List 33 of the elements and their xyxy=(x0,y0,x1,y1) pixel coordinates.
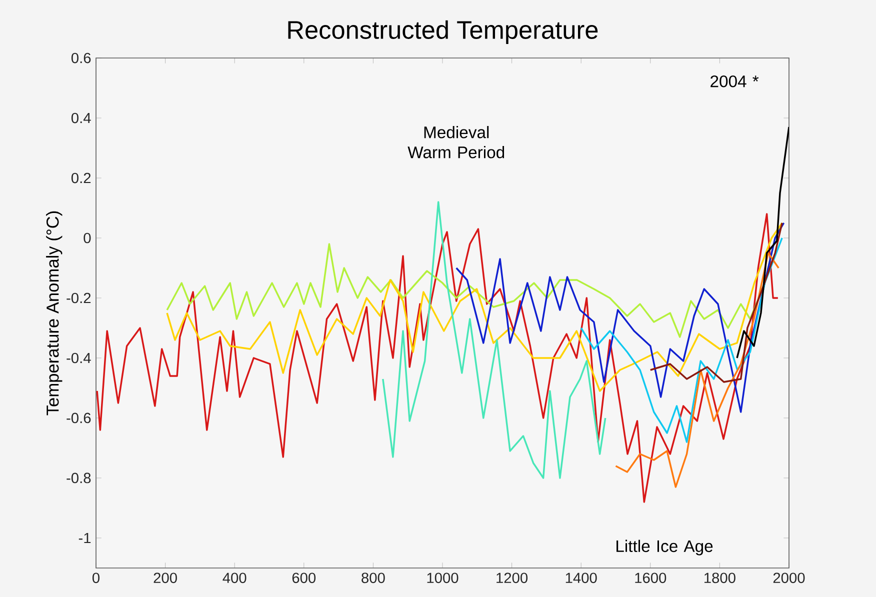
line-series xyxy=(736,126,789,359)
x-tick-label: 1800 xyxy=(704,572,736,584)
line-series xyxy=(580,237,783,443)
y-tick-label: 0.6 xyxy=(71,52,91,64)
chart-title: Reconstructed Temperature xyxy=(288,20,598,44)
annotation: Medieval Warm Period xyxy=(408,126,504,158)
x-tick-label: 1200 xyxy=(496,572,528,584)
y-tick-label: 0.2 xyxy=(71,172,91,184)
y-axis-title: Temperature Anomaly (°C) xyxy=(46,211,62,416)
x-tick-label: 800 xyxy=(362,572,385,584)
x-tick-label: 1400 xyxy=(566,572,597,584)
y-tick-label: -1 xyxy=(78,532,91,544)
y-tick-label: 0 xyxy=(84,232,91,244)
y-tick-label: -0.4 xyxy=(66,352,91,364)
x-tick-label: 0 xyxy=(92,572,100,584)
x-tick-label: 1000 xyxy=(427,572,458,584)
x-tick-label: 1600 xyxy=(635,572,666,584)
y-tick-label: -0.2 xyxy=(66,292,91,304)
line-series xyxy=(166,222,783,392)
annotation: Little Ice Age xyxy=(616,540,713,556)
line-series xyxy=(96,213,779,503)
x-tick-label: 2000 xyxy=(773,572,805,584)
y-tick-label: 0.4 xyxy=(71,112,91,124)
x-tick-label: 400 xyxy=(222,572,246,584)
line-series xyxy=(382,201,606,479)
line-series xyxy=(614,252,780,488)
x-tick-label: 200 xyxy=(154,572,177,584)
line-series xyxy=(455,222,785,413)
y-tick-label: -0.6 xyxy=(66,412,91,424)
line-series xyxy=(650,222,783,383)
y-tick-label: -0.8 xyxy=(66,472,91,484)
annotation: 2004 * xyxy=(710,75,759,88)
x-tick-label: 600 xyxy=(292,572,316,584)
